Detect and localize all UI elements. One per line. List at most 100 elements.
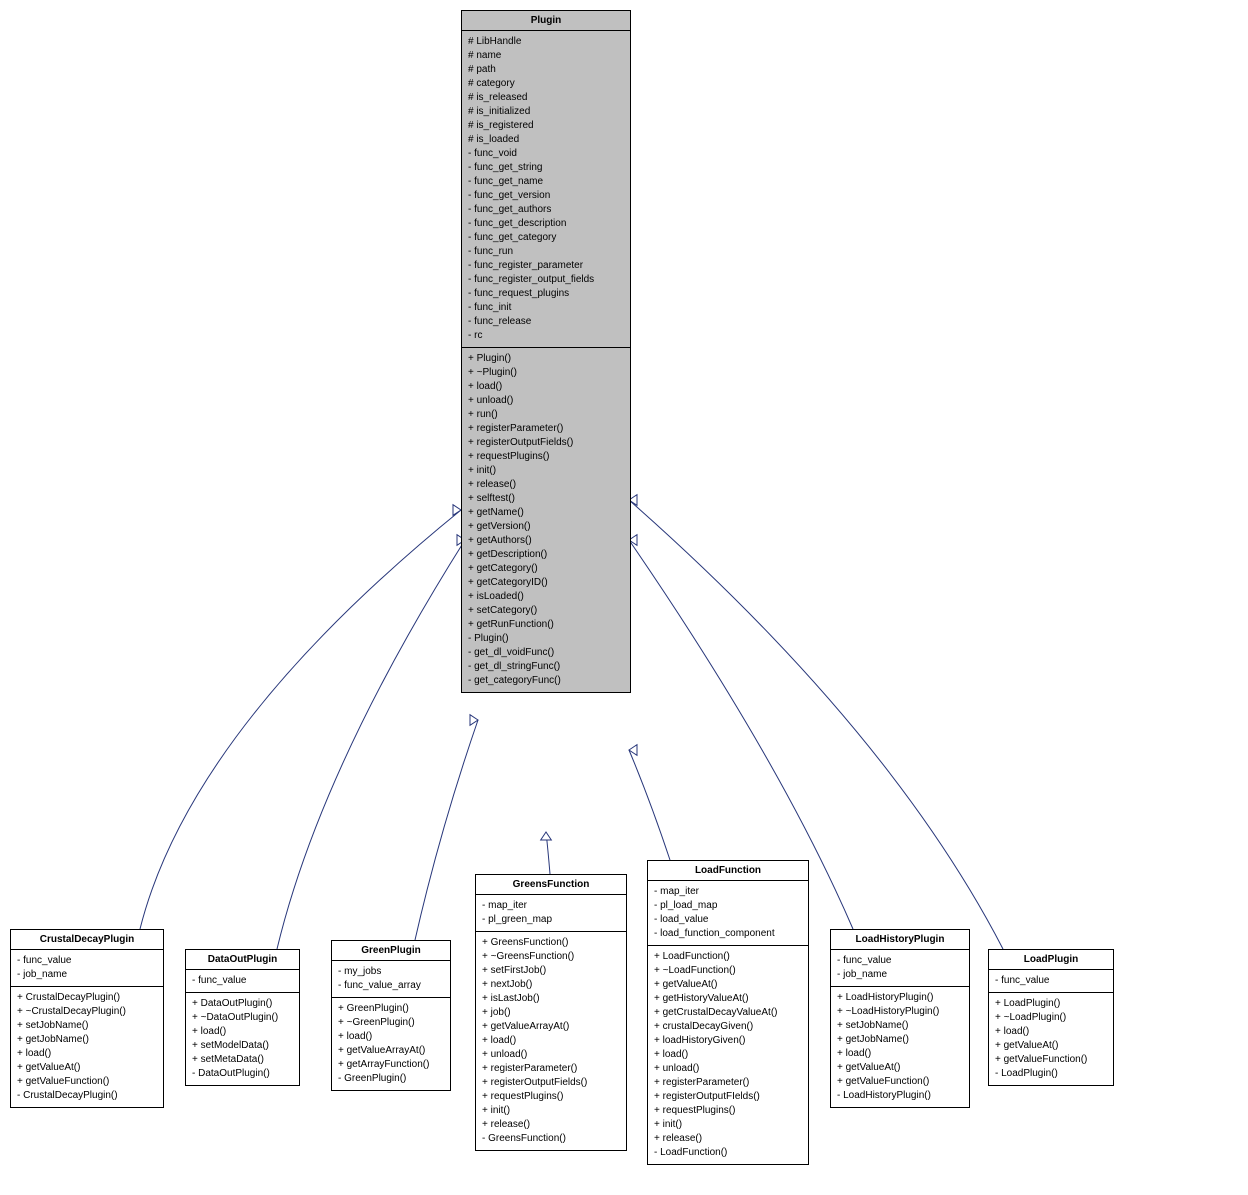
class-attributes: # LibHandle# name# path# category# is_re… — [462, 31, 630, 348]
class-attributes: - func_value- job_name — [11, 950, 163, 987]
class-attributes: - func_value — [186, 970, 299, 993]
class-method: + getName() — [468, 506, 624, 520]
class-method: + LoadFunction() — [654, 950, 802, 964]
class-attribute: # is_initialized — [468, 105, 624, 119]
class-method: + job() — [482, 1006, 620, 1020]
class-method: + getValueArrayAt() — [482, 1020, 620, 1034]
class-methods: + LoadFunction()+ ~LoadFunction()+ getVa… — [648, 946, 808, 1164]
class-method: + load() — [482, 1034, 620, 1048]
class-method: + ~Plugin() — [468, 366, 624, 380]
class-methods: + GreenPlugin()+ ~GreenPlugin()+ load()+… — [332, 998, 450, 1090]
class-method: + load() — [17, 1047, 157, 1061]
class-title[interactable]: DataOutPlugin — [186, 950, 299, 970]
class-attribute: - job_name — [837, 968, 963, 982]
class-title[interactable]: GreenPlugin — [332, 941, 450, 961]
class-method: + getValueFunction() — [995, 1053, 1107, 1067]
class-method: + unload() — [654, 1062, 802, 1076]
class-method: + registerOutputFields() — [468, 436, 624, 450]
class-method: + isLastJob() — [482, 992, 620, 1006]
class-title[interactable]: LoadHistoryPlugin — [831, 930, 969, 950]
class-method: - DataOutPlugin() — [192, 1067, 293, 1081]
class-method: + setCategory() — [468, 604, 624, 618]
class-box-plugin: Plugin# LibHandle# name# path# category#… — [461, 10, 631, 693]
class-method: + init() — [468, 464, 624, 478]
class-method: + registerParameter() — [468, 422, 624, 436]
class-title[interactable]: GreensFunction — [476, 875, 626, 895]
class-attribute: - map_iter — [482, 899, 620, 913]
class-box-greensfunction: GreensFunction- map_iter- pl_green_map+ … — [475, 874, 627, 1151]
class-methods: + GreensFunction()+ ~GreensFunction()+ s… — [476, 932, 626, 1150]
class-method: + release() — [482, 1118, 620, 1132]
class-method: + setModelData() — [192, 1039, 293, 1053]
class-title[interactable]: LoadPlugin — [989, 950, 1113, 970]
class-method: + setJobName() — [837, 1019, 963, 1033]
class-attribute: - rc — [468, 329, 624, 343]
class-method: + getValueFunction() — [17, 1075, 157, 1089]
class-method: + registerOutputFIelds() — [654, 1090, 802, 1104]
class-title[interactable]: LoadFunction — [648, 861, 808, 881]
class-method: + ~CrustalDecayPlugin() — [17, 1005, 157, 1019]
class-title[interactable]: CrustalDecayPlugin — [11, 930, 163, 950]
class-method: - get_categoryFunc() — [468, 674, 624, 688]
class-method: + registerParameter() — [482, 1062, 620, 1076]
class-method: + getVersion() — [468, 520, 624, 534]
class-attribute: - func_value — [192, 974, 293, 988]
inheritance-arrowhead — [470, 715, 478, 726]
class-attribute: - func_get_string — [468, 161, 624, 175]
class-attribute: - load_function_component — [654, 927, 802, 941]
class-attributes: - func_value- job_name — [831, 950, 969, 987]
class-title[interactable]: Plugin — [462, 11, 630, 31]
class-method: + getValueArrayAt() — [338, 1044, 444, 1058]
class-attribute: - load_value — [654, 913, 802, 927]
class-method: + setJobName() — [17, 1019, 157, 1033]
class-method: + requestPlugins() — [654, 1104, 802, 1118]
class-method: + registerOutputFields() — [482, 1076, 620, 1090]
class-attribute: - func_get_description — [468, 217, 624, 231]
class-method: + GreenPlugin() — [338, 1002, 444, 1016]
class-attribute: - pl_load_map — [654, 899, 802, 913]
class-attributes: - map_iter- pl_green_map — [476, 895, 626, 932]
class-box-crustaldecayplugin: CrustalDecayPlugin- func_value- job_name… — [10, 929, 164, 1108]
class-method: + unload() — [482, 1048, 620, 1062]
class-method: + init() — [654, 1118, 802, 1132]
class-method: + crustalDecayGiven() — [654, 1020, 802, 1034]
class-method: + getCategoryID() — [468, 576, 624, 590]
class-method: - Plugin() — [468, 632, 624, 646]
class-method: + release() — [654, 1132, 802, 1146]
class-method: + getJobName() — [837, 1033, 963, 1047]
class-method: - get_dl_stringFunc() — [468, 660, 624, 674]
class-attribute: - func_value — [995, 974, 1107, 988]
class-method: + ~GreensFunction() — [482, 950, 620, 964]
inheritance-edge — [277, 540, 465, 949]
class-attribute: - func_get_authors — [468, 203, 624, 217]
class-box-loadhistoryplugin: LoadHistoryPlugin- func_value- job_name +… — [830, 929, 970, 1108]
class-method: + nextJob() — [482, 978, 620, 992]
class-attribute: # category — [468, 77, 624, 91]
class-attribute: # is_released — [468, 91, 624, 105]
class-box-dataoutplugin: DataOutPlugin - func_value + DataOutPlugin… — [185, 949, 300, 1086]
class-method: + getArrayFunction() — [338, 1058, 444, 1072]
inheritance-arrowhead — [453, 505, 461, 516]
class-method: + GreensFunction() — [482, 936, 620, 950]
class-method: + run() — [468, 408, 624, 422]
class-method: + DataOutPlugin() — [192, 997, 293, 1011]
class-method: - GreensFunction() — [482, 1132, 620, 1146]
class-method: + load() — [468, 380, 624, 394]
class-method: + getValueAt() — [17, 1061, 157, 1075]
class-method: + load() — [995, 1025, 1107, 1039]
class-method: + getHistoryValueAt() — [654, 992, 802, 1006]
class-method: + ~LoadHistoryPlugin() — [837, 1005, 963, 1019]
class-method: - LoadFunction() — [654, 1146, 802, 1160]
class-method: + getValueFunction() — [837, 1075, 963, 1089]
class-method: + init() — [482, 1104, 620, 1118]
class-attribute: - pl_green_map — [482, 913, 620, 927]
class-attribute: - func_run — [468, 245, 624, 259]
class-method: + getCrustalDecayValueAt() — [654, 1006, 802, 1020]
uml-canvas: Plugin# LibHandle# name# path# category#… — [10, 10, 1238, 1185]
class-attribute: # is_loaded — [468, 133, 624, 147]
class-attributes: - map_iter- pl_load_map- load_value- loa… — [648, 881, 808, 946]
class-method: + LoadPlugin() — [995, 997, 1107, 1011]
class-attributes: - func_value — [989, 970, 1113, 993]
class-box-loadfunction: LoadFunction- map_iter- pl_load_map- loa… — [647, 860, 809, 1165]
class-method: + selftest() — [468, 492, 624, 506]
